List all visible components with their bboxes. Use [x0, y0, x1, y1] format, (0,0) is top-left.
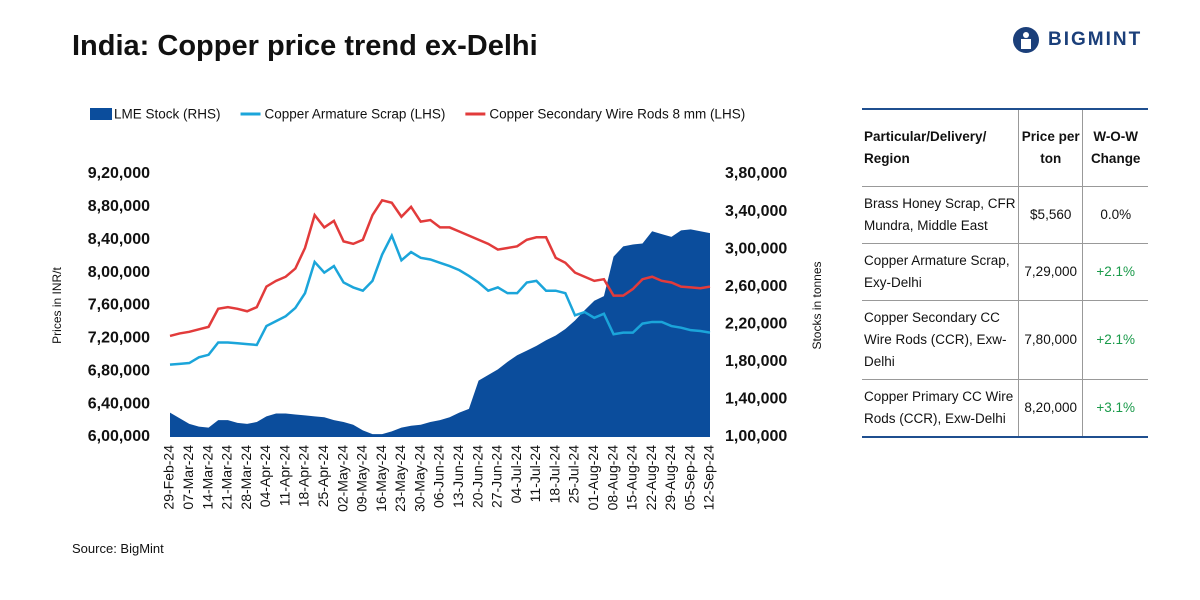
y2-tick-label: 3,80,000 — [725, 165, 787, 182]
x-tick-label: 21-Mar-24 — [219, 445, 235, 510]
y-tick-label: 7,60,000 — [88, 297, 150, 314]
table-cell: Copper Secondary CC Wire Rods (CCR), Exw… — [862, 300, 1019, 380]
x-tick-label: 02-May-24 — [334, 445, 350, 512]
table-row: Copper Secondary CC Wire Rods (CCR), Exw… — [862, 300, 1148, 380]
y-tick-label: 6,80,000 — [88, 362, 150, 379]
header-cell: Price per ton — [1017, 109, 1083, 187]
table-row: Brass Honey Scrap, CFR Mundra, Middle Ea… — [862, 186, 1148, 244]
x-tick-label: 13-Jun-24 — [450, 445, 466, 508]
x-tick-label: 23-May-24 — [392, 445, 408, 512]
legend-label: LME Stock (RHS) — [114, 107, 221, 122]
table-cell: +2.1% — [1082, 243, 1148, 301]
table-cell: $5,560 — [1017, 186, 1083, 244]
table-cell: 7,80,000 — [1017, 300, 1083, 380]
x-tick-label: 30-May-24 — [411, 445, 427, 512]
x-tick-label: 29-Aug-24 — [662, 445, 678, 511]
table-cell: Copper Primary CC Wire Rods (CCR), Exw-D… — [862, 379, 1019, 438]
title: India: Copper price trend ex-Delhi — [72, 30, 538, 62]
y-tick-label: 8,40,000 — [88, 231, 150, 248]
x-tick-label: 25-Jul-24 — [566, 445, 582, 504]
legend-label: Copper Armature Scrap (LHS) — [265, 107, 446, 122]
table-cell: 0.0% — [1082, 186, 1148, 244]
y2-tick-label: 1,40,000 — [725, 391, 787, 408]
y-tick-label: 9,20,000 — [88, 165, 150, 182]
y2-tick-label: 3,40,000 — [725, 203, 787, 220]
source: Source: BigMint — [72, 541, 164, 556]
x-tick-label: 05-Sep-24 — [681, 445, 697, 511]
table-cell: Copper Armature Scrap, Exy-Delhi — [862, 243, 1019, 301]
price-table: Particular/Delivery/ Region Price per to… — [862, 108, 1148, 438]
y-tick-label: 8,80,000 — [88, 198, 150, 215]
y-tick-label: 6,00,000 — [88, 428, 150, 445]
x-tick-label: 27-Jun-24 — [489, 445, 505, 508]
chart: LME Stock (RHS) Copper Armature Scrap (LH… — [50, 107, 824, 512]
y2-tick-label: 3,00,000 — [725, 240, 787, 257]
line — [169, 232, 711, 366]
x-tick-label: 01-Aug-24 — [585, 445, 601, 511]
table-row: Copper Armature Scrap, Exy-Delhi 7,29,000… — [862, 243, 1148, 301]
x-tick-label: 25-Apr-24 — [315, 445, 331, 507]
x-tick-label: 07-Mar-24 — [180, 445, 196, 510]
x-tick-label: 09-May-24 — [354, 445, 370, 512]
x-tick-label: 15-Aug-24 — [624, 445, 640, 511]
table-cell: 7,29,000 — [1017, 243, 1083, 301]
x-tick-label: 29-Feb-24 — [161, 445, 177, 510]
y2-tick-label: 1,80,000 — [725, 353, 787, 370]
y-axis-title: Prices in INR/t — [50, 266, 64, 343]
x-tick-label: 18-Apr-24 — [296, 445, 312, 507]
x-tick-label: 14-Mar-24 — [199, 445, 215, 510]
x-tick-label: 16-May-24 — [373, 445, 389, 512]
y-tick-label: 6,40,000 — [88, 395, 150, 412]
x-tick-label: 04-Apr-24 — [257, 445, 273, 507]
x-tick-label: 12-Sep-24 — [701, 445, 717, 511]
table-cell: +2.1% — [1082, 300, 1148, 380]
x-tick-label: 28-Mar-24 — [238, 445, 254, 510]
table-cell: +3.1% — [1082, 379, 1148, 438]
logo: BIGMINT — [1012, 26, 1142, 54]
x-tick-label: 08-Aug-24 — [604, 445, 620, 511]
header-cell: Particular/Delivery/ Region — [862, 109, 1019, 187]
x-tick-label: 18-Jul-24 — [546, 445, 562, 504]
y2-axis-title: Stocks in tonnes — [810, 261, 824, 349]
x-tick-label: 22-Aug-24 — [643, 445, 659, 511]
x-tick-label: 11-Jul-24 — [527, 445, 543, 503]
legend-label: Copper Secondary Wire Rods 8 mm (LHS) — [489, 107, 745, 122]
y-tick-label: 8,00,000 — [88, 264, 150, 281]
table-row: Copper Primary CC Wire Rods (CCR), Exw-D… — [862, 379, 1148, 438]
area — [170, 229, 710, 437]
y2-tick-label: 2,60,000 — [725, 278, 787, 295]
table-cell: Brass Honey Scrap, CFR Mundra, Middle Ea… — [862, 186, 1019, 244]
header-cell: W-O-W Change — [1082, 109, 1148, 187]
x-tick-label: 06-Jun-24 — [431, 445, 447, 508]
line — [169, 198, 711, 338]
table-body: Brass Honey Scrap, CFR Mundra, Middle Ea… — [862, 186, 1148, 438]
x-tick-label: 11-Apr-24 — [276, 445, 292, 506]
y2-tick-label: 1,00,000 — [725, 428, 787, 445]
y2-tick-label: 2,20,000 — [725, 316, 787, 333]
table-header: Particular/Delivery/ Region Price per to… — [862, 109, 1148, 187]
logo-text: BIGMINT — [1048, 29, 1143, 50]
logo-icon — [1013, 27, 1039, 53]
table-cell: 8,20,000 — [1017, 379, 1083, 438]
x-tick-label: 04-Jul-24 — [508, 445, 524, 504]
y-tick-label: 7,20,000 — [88, 330, 150, 347]
legend-swatch — [90, 108, 112, 120]
x-tick-label: 20-Jun-24 — [469, 445, 485, 508]
